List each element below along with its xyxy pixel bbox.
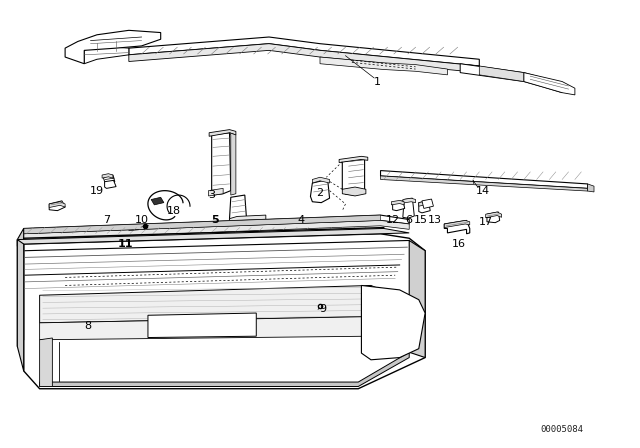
Text: 8: 8 bbox=[84, 321, 91, 332]
Polygon shape bbox=[312, 177, 330, 183]
Polygon shape bbox=[40, 338, 52, 387]
Text: 3: 3 bbox=[208, 190, 215, 200]
Polygon shape bbox=[381, 176, 588, 191]
Text: 18: 18 bbox=[166, 206, 180, 215]
Polygon shape bbox=[487, 212, 500, 223]
Text: 13: 13 bbox=[428, 215, 442, 224]
Polygon shape bbox=[103, 175, 115, 184]
Text: 00005084: 00005084 bbox=[541, 425, 584, 434]
Polygon shape bbox=[151, 197, 164, 205]
Polygon shape bbox=[40, 285, 384, 323]
Polygon shape bbox=[460, 64, 562, 93]
Text: 12: 12 bbox=[386, 215, 401, 224]
Text: 1: 1 bbox=[374, 77, 381, 86]
Polygon shape bbox=[24, 234, 425, 389]
Polygon shape bbox=[314, 304, 326, 309]
Polygon shape bbox=[209, 188, 223, 196]
Polygon shape bbox=[320, 57, 447, 75]
Polygon shape bbox=[419, 201, 430, 213]
Polygon shape bbox=[392, 200, 404, 205]
Text: 4: 4 bbox=[298, 215, 305, 224]
Polygon shape bbox=[40, 352, 409, 387]
Polygon shape bbox=[230, 133, 236, 195]
Text: 15: 15 bbox=[413, 215, 428, 224]
Text: 11: 11 bbox=[118, 239, 133, 249]
Polygon shape bbox=[209, 129, 236, 136]
Polygon shape bbox=[17, 228, 24, 346]
Polygon shape bbox=[342, 187, 366, 196]
Polygon shape bbox=[24, 220, 409, 240]
Polygon shape bbox=[17, 228, 409, 246]
Polygon shape bbox=[588, 184, 594, 192]
Polygon shape bbox=[403, 198, 415, 203]
Text: 10: 10 bbox=[134, 215, 148, 224]
Polygon shape bbox=[84, 46, 129, 64]
Polygon shape bbox=[419, 201, 431, 206]
Polygon shape bbox=[49, 202, 65, 207]
Text: 17: 17 bbox=[479, 217, 493, 227]
Polygon shape bbox=[129, 37, 479, 66]
Text: 6: 6 bbox=[406, 215, 413, 224]
Polygon shape bbox=[230, 215, 266, 224]
Polygon shape bbox=[342, 159, 365, 195]
Polygon shape bbox=[403, 198, 414, 218]
Polygon shape bbox=[444, 220, 470, 234]
Polygon shape bbox=[409, 241, 425, 358]
Polygon shape bbox=[212, 133, 231, 195]
Polygon shape bbox=[422, 199, 433, 208]
Polygon shape bbox=[381, 171, 588, 188]
Polygon shape bbox=[24, 215, 409, 234]
Polygon shape bbox=[49, 201, 65, 211]
Polygon shape bbox=[444, 220, 470, 228]
Polygon shape bbox=[148, 313, 256, 337]
Polygon shape bbox=[65, 30, 161, 64]
Polygon shape bbox=[524, 73, 575, 95]
Polygon shape bbox=[104, 181, 116, 188]
Text: 7: 7 bbox=[103, 215, 110, 224]
Text: 2: 2 bbox=[316, 188, 324, 198]
Text: 5: 5 bbox=[211, 215, 219, 224]
Text: 16: 16 bbox=[452, 239, 466, 249]
Polygon shape bbox=[486, 212, 502, 218]
Polygon shape bbox=[40, 317, 384, 340]
Text: 14: 14 bbox=[476, 185, 490, 196]
Polygon shape bbox=[362, 285, 425, 360]
Polygon shape bbox=[230, 195, 246, 225]
Text: 19: 19 bbox=[90, 185, 104, 196]
Polygon shape bbox=[129, 44, 479, 73]
Polygon shape bbox=[479, 66, 524, 82]
Text: 9: 9 bbox=[319, 304, 327, 314]
Polygon shape bbox=[24, 215, 381, 234]
Polygon shape bbox=[310, 180, 330, 202]
Polygon shape bbox=[17, 240, 24, 371]
Polygon shape bbox=[393, 201, 404, 211]
Polygon shape bbox=[339, 156, 368, 163]
Polygon shape bbox=[102, 174, 113, 178]
